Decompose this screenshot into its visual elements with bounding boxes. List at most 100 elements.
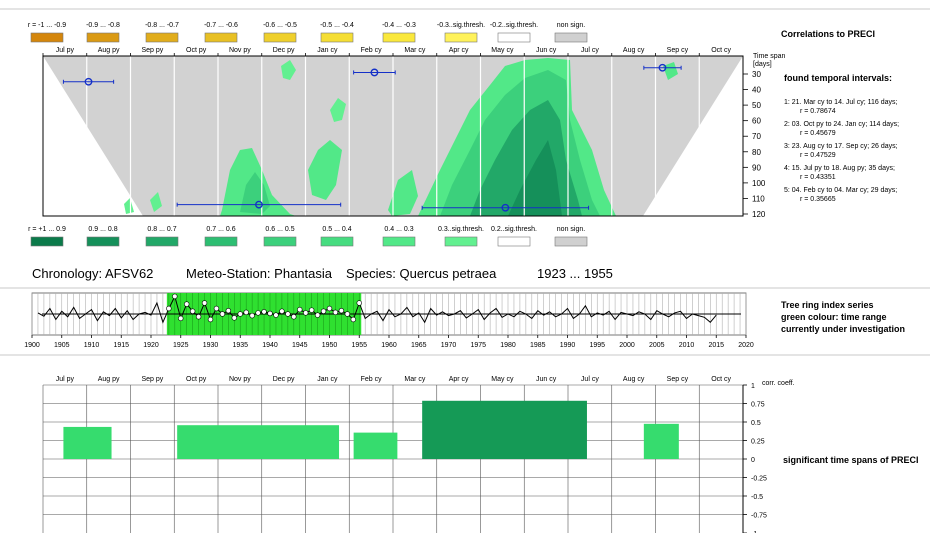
neg-legend-label-6: -0.4 ... -0.3	[382, 22, 416, 29]
pos-legend-swatch-1	[86, 236, 120, 247]
series-xtick-label-24: 2020	[738, 342, 754, 349]
series-point-1938	[255, 310, 261, 316]
neg-legend-swatch-1	[86, 32, 120, 43]
correlation-heatmap: Jul py Aug py Sep py Oct py Nov py Dec py Jan …	[42, 47, 744, 217]
series-xaxis: 1900 1905 1910 1915 1920 1925 1930 1935 1940 1945…	[24, 335, 754, 349]
series-point-1954	[350, 316, 356, 323]
correlation-patch-3	[508, 140, 562, 216]
series-xtick-label-1: 1905	[54, 342, 70, 349]
series-point-1949	[320, 308, 327, 314]
series-xtick-label-12: 1960	[381, 342, 397, 349]
heatmap-month-label-3: Oct py	[186, 47, 207, 54]
barchart-month-label-15: Oct cy	[711, 376, 731, 383]
series-point-1953	[344, 311, 351, 317]
barchart-ytick-label-1: 0.75	[751, 402, 765, 409]
series-point-1943	[285, 311, 291, 317]
series-xtick-label-22: 2010	[679, 342, 695, 349]
tree-ring-index-series	[31, 292, 747, 336]
barchart-ytick-label-0: 1	[751, 383, 755, 390]
series-point-1931	[213, 305, 220, 312]
interval-1-r: r = 0.78674	[800, 108, 836, 115]
heatmap-ytick-label-6: 90	[752, 163, 761, 172]
heatmap-ytick-label-8: 110	[752, 194, 765, 203]
series-point-1951	[332, 309, 339, 316]
significant-span-bar-1	[63, 426, 112, 459]
pos-legend-label-7: 0.3..sig.thresh.	[438, 226, 484, 233]
positive-correlation-legend: r = +1 ... 0.9 0.9 ... 0.8 0.8 ... 0.7 0.7 …	[28, 226, 588, 247]
barchart-month-label-6: Jan cy	[317, 376, 338, 383]
series-note-line1: Tree ring index series	[781, 300, 874, 310]
interval-4-range: 4: 15. Jul py to 18. Aug py; 35 days;	[784, 165, 895, 172]
heatmap-ytick-label-7: 100	[752, 179, 766, 188]
series-xtick-label-2: 1910	[84, 342, 100, 349]
heatmap-ytick-label-0: 30	[752, 70, 761, 79]
correlation-patch-7	[388, 170, 418, 216]
heatmap-ytick-label-9: 120	[752, 210, 766, 219]
series-point-1955	[356, 300, 362, 306]
heatmap-month-label-11: Jun cy	[536, 47, 557, 54]
pos-legend-label-6: 0.4 ... 0.3	[384, 226, 413, 233]
series-point-1932	[219, 311, 226, 317]
barchart-month-label-13: Aug cy	[623, 376, 645, 383]
barchart-yaxis: 1 0.75 0.5 0.25 0 -0.25 -0.5 -0.75 -1	[743, 383, 767, 533]
interval-5-r: r = 0.35665	[800, 196, 836, 203]
series-xtick-label-18: 1990	[560, 342, 576, 349]
heatmap-month-label-12: Jul cy	[581, 47, 599, 54]
neg-legend-label-1: -0.9 ... -0.8	[86, 22, 120, 29]
pos-legend-label-2: 0.8 ... 0.7	[147, 226, 176, 233]
heatmap-ytick-label-4: 70	[752, 132, 761, 141]
neg-legend-label-0: r = -1 ... -0.9	[28, 22, 66, 29]
interval-1-range: 1: 21. Mar cy to 14. Jul cy; 116 days;	[784, 99, 898, 106]
barchart-ytick-label-3: 0.25	[751, 439, 765, 446]
series-xtick-label-5: 1925	[173, 342, 189, 349]
correlation-patch-6	[308, 140, 342, 200]
heatmap-month-label-2: Sep py	[141, 47, 163, 54]
barchart-month-label-12: Jul cy	[581, 376, 599, 383]
heatmap-month-label-4: Nov py	[229, 47, 251, 54]
series-point-1928	[195, 314, 202, 320]
pos-legend-swatch-8	[497, 236, 531, 247]
pos-legend-swatch-9	[554, 236, 588, 247]
series-point-1937	[249, 312, 255, 319]
barchart-title: significant time spans of PRECI	[783, 455, 919, 465]
barchart-ytick-label-7: -0.75	[751, 513, 767, 520]
series-point-1950	[326, 305, 333, 312]
yaxis-title-line1: Time span	[753, 53, 786, 60]
series-xtick-label-9: 1945	[292, 342, 308, 349]
series-point-1942	[279, 308, 285, 314]
series-xtick-label-4: 1920	[143, 342, 159, 349]
correlation-patch-12	[124, 198, 134, 214]
heatmap-month-label-15: Oct cy	[711, 47, 731, 54]
heatmap-month-label-9: Apr cy	[449, 47, 469, 54]
neg-legend-label-2: -0.8 ... -0.7	[145, 22, 179, 29]
heatmap-yaxis: 30 40 50 60 70 80 90 100 110 120	[743, 70, 766, 219]
pos-legend-label-9: non sign.	[557, 226, 585, 233]
interval-5-range: 5: 04. Feb cy to 04. Mar cy; 29 days;	[784, 187, 897, 194]
interval-center-4	[84, 77, 93, 86]
barchart-month-label-2: Sep py	[141, 376, 163, 383]
interval-center-2	[255, 200, 263, 209]
significant-span-bar-5	[643, 423, 679, 459]
series-point-1927	[189, 308, 196, 314]
series-point-1946	[303, 310, 309, 316]
period-label: 1923 ... 1955	[537, 266, 613, 281]
series-point-1923	[166, 305, 172, 312]
series-xtick-label-19: 1995	[589, 342, 605, 349]
series-point-1926	[184, 301, 190, 307]
heatmap-ytick-label-2: 50	[752, 101, 761, 110]
pos-legend-label-8: 0.2..sig.thresh.	[491, 226, 537, 233]
series-xtick-label-3: 1915	[113, 342, 129, 349]
series-note-line3: currently under investigation	[781, 324, 905, 334]
series-xtick-label-7: 1935	[232, 342, 248, 349]
correlation-patch-9	[281, 60, 296, 80]
heatmap-month-label-14: Sep cy	[667, 47, 689, 54]
heatmap-month-label-10: May cy	[491, 47, 514, 54]
pos-legend-swatch-7	[444, 236, 478, 247]
significant-span-bar-3	[353, 432, 398, 459]
series-note-line2: green colour: time range	[781, 312, 887, 322]
series-xtick-label-14: 1970	[441, 342, 457, 349]
interval-4-r: r = 0.43351	[800, 174, 836, 181]
series-xtick-label-8: 1940	[262, 342, 278, 349]
heatmap-ytick-label-5: 80	[752, 148, 761, 157]
neg-legend-swatch-4	[263, 32, 297, 43]
